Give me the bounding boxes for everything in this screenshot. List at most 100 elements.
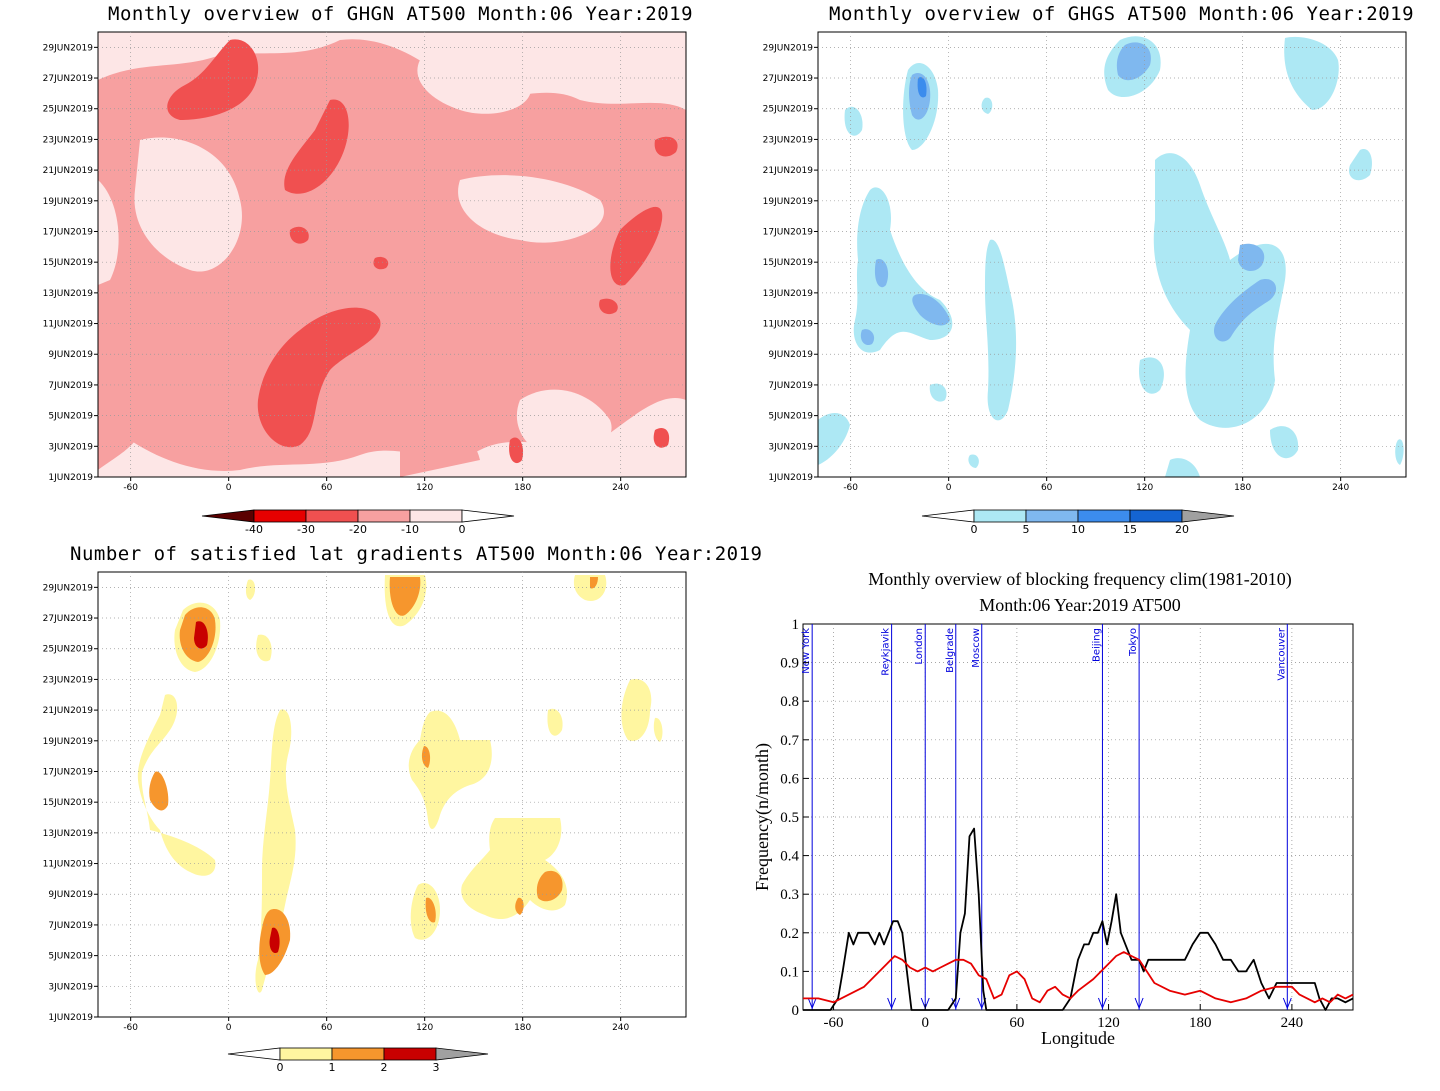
ghgs-colorbar-label: 0 — [971, 523, 978, 536]
ghgs-colorbar-box — [1077, 509, 1131, 523]
ghgs-xtick-label: 240 — [1332, 483, 1349, 493]
ghgn-xtick-label: 0 — [226, 483, 232, 493]
ghgs-colorbar: 0 5 10 15 20 — [921, 509, 1235, 536]
ghgn-ytick-label: 29JUN2019 — [43, 43, 94, 53]
ghgn-xtick-label: -60 — [123, 483, 138, 493]
ghgn-colorbar-label: -30 — [297, 523, 315, 536]
city-arrow-icon — [1097, 997, 1107, 1010]
ghgn-contour-field — [98, 32, 686, 477]
city-label: Belgrade — [945, 628, 956, 673]
ghgs-xtick-label: -60 — [843, 483, 858, 493]
ghgs-panel: 29JUN2019 27JUN2019 25JUN2019 23JUN2019 21JU… — [763, 31, 1407, 536]
city-arrow-icon — [807, 997, 817, 1010]
freq-xtick-label: 60 — [1009, 1015, 1024, 1031]
ghgn-colorbar-box — [409, 509, 463, 523]
freq-title-line1: Monthly overview of blocking frequency c… — [868, 569, 1292, 589]
grad-ytick-label: 11JUN2019 — [43, 860, 94, 870]
ghgs-title: Monthly overview of GHGS AT500 Month:06 … — [829, 3, 1415, 25]
grad-xtick-label: 240 — [612, 1023, 629, 1033]
grad-xtick-label: 180 — [514, 1023, 531, 1033]
grad-colorbar-box — [331, 1047, 385, 1061]
grad-colorbar-box — [383, 1047, 437, 1061]
grad-ytick-label: 21JUN2019 — [43, 706, 94, 716]
freq-ytick-label: 1 — [792, 617, 800, 633]
ghgn-ytick-label: 19JUN2019 — [43, 197, 94, 207]
ghgn-ytick-label: 21JUN2019 — [43, 166, 94, 176]
freq-xtick-label: -60 — [824, 1015, 844, 1031]
city-label: Vancouver — [1276, 627, 1287, 681]
grad-ytick-label: 3JUN2019 — [48, 982, 93, 992]
ghgn-ytick-label: 11JUN2019 — [43, 320, 94, 330]
ghgn-xtick-label: 60 — [321, 483, 333, 493]
ghgn-colorbar-label: -10 — [401, 523, 419, 536]
ghgn-ytick-label: 3JUN2019 — [48, 442, 93, 452]
grad-ytick-label: 19JUN2019 — [43, 737, 94, 747]
city-label: Moscow — [971, 628, 982, 668]
ghgs-ytick-label: 3JUN2019 — [768, 442, 813, 452]
freq-ytick-label: 0.1 — [780, 964, 799, 980]
freq-xtick-label: 240 — [1281, 1015, 1304, 1031]
ghgn-colorbar-arrow-left — [201, 509, 255, 523]
grad-colorbar-box — [279, 1047, 333, 1061]
grad-ytick-label: 15JUN2019 — [43, 798, 94, 808]
city-label: Reykjavik — [881, 628, 892, 676]
ghgs-colorbar-box — [1025, 509, 1079, 523]
grad-colorbar: 0 1 2 3 — [227, 1047, 489, 1074]
ghgn-ytick-label: 15JUN2019 — [43, 258, 94, 268]
freq-ytick-label: 0.3 — [780, 887, 799, 903]
ghgs-colorbar-label: 15 — [1123, 523, 1137, 536]
grad-ytick-label: 29JUN2019 — [43, 583, 94, 593]
ghgs-colorbar-box — [973, 509, 1027, 523]
freq-xtick-label: 120 — [1097, 1015, 1120, 1031]
ghgn-ytick-label: 17JUN2019 — [43, 227, 94, 237]
ghgn-colorbar: -40 -30 -20 -10 0 — [201, 509, 515, 536]
ghgn-ytick-label: 13JUN2019 — [43, 289, 94, 299]
freq-ytick-label: 0.4 — [780, 849, 799, 865]
city-arrow-icon — [1282, 997, 1292, 1010]
ghgs-ytick-label: 7JUN2019 — [768, 381, 813, 391]
ghgs-ytick-label: 29JUN2019 — [763, 43, 814, 53]
ghgn-colorbar-arrow-right — [461, 509, 515, 523]
ghgs-ytick-label: 17JUN2019 — [763, 227, 814, 237]
ghgs-colorbar-arrow-left — [921, 509, 975, 523]
grad-colorbar-label: 0 — [277, 1061, 284, 1074]
grad-contour-field — [98, 572, 686, 1017]
ghgn-ytick-label: 23JUN2019 — [43, 135, 94, 145]
ghgs-colorbar-label: 5 — [1023, 523, 1030, 536]
ghgs-ytick-label: 11JUN2019 — [763, 320, 814, 330]
ghgn-title: Monthly overview of GHGN AT500 Month:06 … — [108, 3, 694, 25]
ghgn-colorbar-label: -40 — [245, 523, 263, 536]
freq-plot-frame — [802, 623, 1354, 1011]
ghgs-ytick-label: 23JUN2019 — [763, 135, 814, 145]
ghgs-ytick-label: 5JUN2019 — [768, 412, 813, 422]
ghgs-xtick-label: 120 — [1136, 483, 1153, 493]
ghgs-ytick-label: 19JUN2019 — [763, 197, 814, 207]
city-label: Beijing — [1091, 628, 1102, 662]
grad-ytick-label: 23JUN2019 — [43, 675, 94, 685]
city-label: London — [914, 628, 925, 665]
ghgs-ytick-label: 9JUN2019 — [768, 350, 813, 360]
freq-ytick-label: 0.8 — [780, 694, 799, 710]
city-label: Tokyo — [1128, 628, 1139, 657]
ghgs-colorbar-box — [1129, 509, 1183, 523]
freq-ytick-label: 0.6 — [780, 771, 799, 787]
ghgs-ytick-label: 13JUN2019 — [763, 289, 814, 299]
ghgn-xtick-label: 240 — [612, 483, 629, 493]
ghgn-xtick-label: 120 — [416, 483, 433, 493]
ghgn-ytick-label: 7JUN2019 — [48, 381, 93, 391]
ghgn-ytick-label: 27JUN2019 — [43, 74, 94, 84]
ghgs-ytick-label: 15JUN2019 — [763, 258, 814, 268]
ghgs-colorbar-arrow-right — [1181, 509, 1235, 523]
grad-xtick-label: 120 — [416, 1023, 433, 1033]
ghgn-ytick-label: 5JUN2019 — [48, 412, 93, 422]
ghgs-contour-field — [818, 32, 1406, 477]
grad-colorbar-label: 2 — [381, 1061, 388, 1074]
ghgn-colorbar-label: 0 — [459, 523, 466, 536]
freq-series-line-1 — [803, 951, 1354, 1004]
ghgs-frame — [817, 31, 1407, 478]
ghgn-ytick-label: 1JUN2019 — [48, 473, 93, 483]
grad-ytick-label: 5JUN2019 — [48, 952, 93, 962]
grad-frame — [97, 571, 687, 1018]
grad-colorbar-arrow-right — [435, 1047, 489, 1061]
ghgn-colorbar-label: -20 — [349, 523, 367, 536]
